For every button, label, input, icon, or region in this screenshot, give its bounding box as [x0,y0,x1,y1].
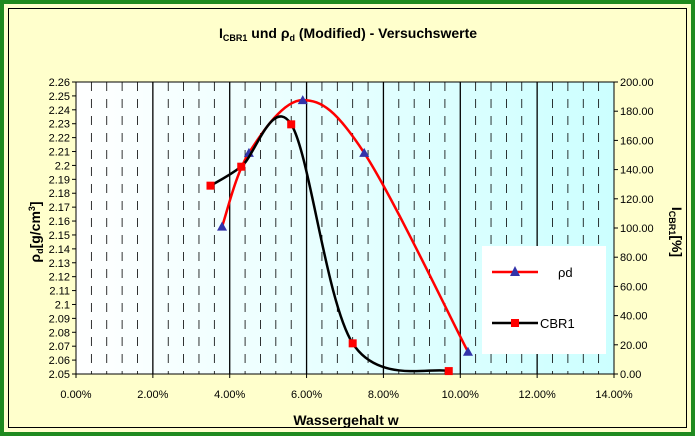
x-tick-label: 8.00% [368,389,399,401]
y-left-tick-label: 2.22 [49,133,70,145]
legend-label-cbr: CBR1 [540,316,575,331]
y-right-tick-label: 100.00 [620,223,654,235]
y-axis-right: 0.00 20.00 40.00 60.00 80.00 100.00 120.00 140.… [614,77,654,381]
y-left-tick-label: 2.14 [49,244,70,256]
y-left-tick-label: 2.07 [49,341,70,353]
data-point-cbr [287,120,296,129]
x-tick-label: 4.00% [214,389,245,401]
legend: ρd CBR1 [482,246,606,354]
y-right-tick-label: 80.00 [620,252,648,264]
data-point-cbr [348,339,357,348]
y-left-tick-label: 2.13 [49,258,70,270]
y-left-tick-label: 2.17 [49,202,70,214]
data-point-cbr [444,367,453,376]
y-left-tick-label: 2.26 [49,77,70,89]
y-left-tick-label: 2.1 [55,299,70,311]
x-axis: 0.00% 2.00% 4.00% 6.00% 8.00% 10.00% 12.00% 14.… [60,374,633,401]
x-axis-title: Wassergehalt w [293,412,398,428]
y-right-tick-label: 40.00 [620,311,648,323]
y-axis-right-title: ICBR1[%] [667,207,685,257]
x-tick-label: 14.00% [595,389,633,401]
legend-box [482,246,606,354]
y-left-tick-label: 2.09 [49,313,70,325]
y-right-tick-label: 60.00 [620,281,648,293]
data-point-rho [297,95,308,105]
y-axis-left: 2.05 2.06 2.07 2.08 2.09 2.12.11 2.12 2.13 2.14 2… [49,77,76,381]
y-left-tick-label: 2.12 [49,272,70,284]
y-right-tick-label: 120.00 [620,194,654,206]
y-left-tick-label: 2.08 [49,327,70,339]
x-tick-label: 12.00% [518,389,556,401]
y-left-tick-label: 2.11 [49,286,70,298]
series-layer [206,95,473,376]
legend-label-rho: ρd [558,265,573,280]
y-right-tick-label: 20.00 [620,340,648,352]
data-point-cbr [237,162,246,171]
y-right-tick-label: 160.00 [620,135,654,147]
data-point-rho [217,221,228,231]
y-left-tick-label: 2.24 [49,105,70,117]
x-tick-label: 0.00% [60,389,91,401]
data-point-rho [462,346,473,356]
y-right-tick-label: 200.00 [620,77,654,89]
y-right-tick-label: 180.00 [620,106,654,118]
legend-marker-cbr [511,319,519,327]
data-point-cbr [206,181,215,190]
y-right-tick-label: 140.00 [620,165,654,177]
y-left-tick-label: 2.05 [49,369,70,381]
x-tick-label: 10.00% [442,389,480,401]
legend-marker-rho [510,266,520,276]
y-left-tick-label: 2.25 [49,91,70,103]
y-left-tick-label: 2.19 [49,174,70,186]
x-tick-label: 6.00% [291,389,322,401]
y-left-tick-label: 2.16 [49,216,70,228]
y-left-tick-label: 2.15 [49,230,70,242]
y-left-tick-label: 2.21 [49,147,70,159]
y-left-tick-label: 2.2 [55,160,70,172]
y-axis-left-title: ρd[g/cm3] [27,201,45,262]
chart-inner-border [8,8,687,428]
y-right-tick-label: 0.00 [620,369,641,381]
y-left-tick-label: 2.23 [49,119,70,131]
data-point-rho [359,147,370,157]
y-left-tick-label: 2.06 [49,355,70,367]
chart-title: ICBR1 und ρd (Modified) - Versuchswerte [219,25,477,43]
y-left-tick-label: 2.18 [49,188,70,200]
x-tick-label: 2.00% [137,389,168,401]
